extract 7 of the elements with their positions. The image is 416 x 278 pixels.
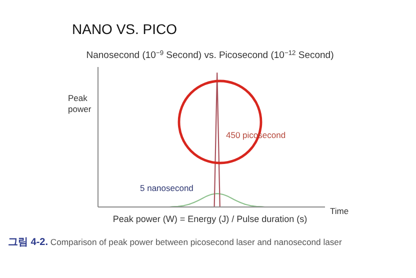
chart-title: NANO VS. PICO	[72, 21, 178, 37]
series-label: 5 nanosecond	[140, 183, 194, 193]
chart-subtitle: Nanosecond (10$^{−9}$ Second) vs. Picosecond (10$^{−12}$ Second)	[86, 50, 334, 61]
y-axis-title: Peak power	[68, 93, 92, 114]
text: Peak power (W) = Energy (J) / Pulse duration (s)	[112, 214, 308, 224]
caption: 그림 4-2. Comparison of peak power between picosecond laser and nanosecond laser	[8, 237, 342, 248]
x-axis-title: Time	[330, 206, 349, 216]
